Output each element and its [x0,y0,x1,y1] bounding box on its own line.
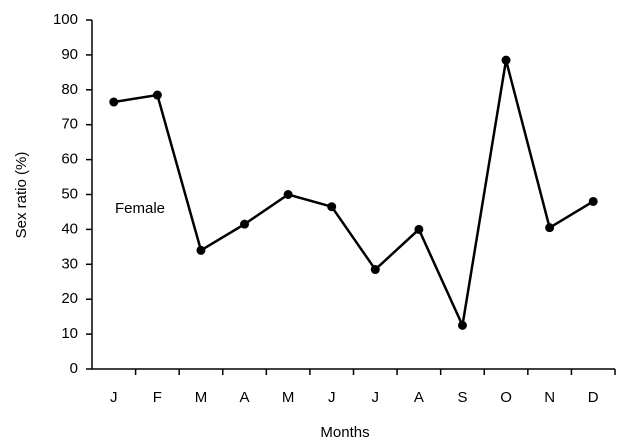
x-tick-label: M [282,389,295,406]
annotation: Female [115,200,165,217]
line [113,59,594,330]
y-tick-label: 20 [61,290,78,307]
marker [283,190,293,199]
marker [501,55,511,65]
x-tick-label: J [110,389,118,406]
y-tick-label: 30 [61,255,78,272]
y-axis-label: Sex ratio (%) [13,152,30,239]
y-tick-label: 80 [61,81,78,98]
x-tick-label: N [544,389,555,406]
marker [588,196,598,206]
x-axis-label: Months [320,424,369,441]
y-tick-label: 90 [61,46,78,63]
marker [240,219,250,229]
x-tick-label: S [457,389,467,406]
x-tick-label: D [588,389,599,406]
y-tick-label: 40 [61,220,78,237]
y-tick-label: 60 [61,151,78,168]
x-tick-label: J [328,389,336,406]
x-tick-label: F [153,389,162,406]
x-tick-label: J [372,389,380,406]
x-tick-label: M [195,389,208,406]
x-tick-label: O [500,389,512,406]
marker [370,265,380,275]
y-tick-label: 10 [61,325,78,342]
marker [327,202,337,212]
y-tick-label: 50 [61,185,78,202]
marker [152,90,162,100]
marker [109,97,119,107]
y-tick-label: 0 [70,360,78,377]
x-tick-label: A [414,389,424,406]
marker [196,245,206,255]
x-tick-label: A [240,389,250,406]
marker [457,320,467,330]
y-tick-label: 100 [53,11,78,28]
marker [545,223,555,233]
y-tick-label: 70 [61,116,78,133]
marker [414,224,424,234]
